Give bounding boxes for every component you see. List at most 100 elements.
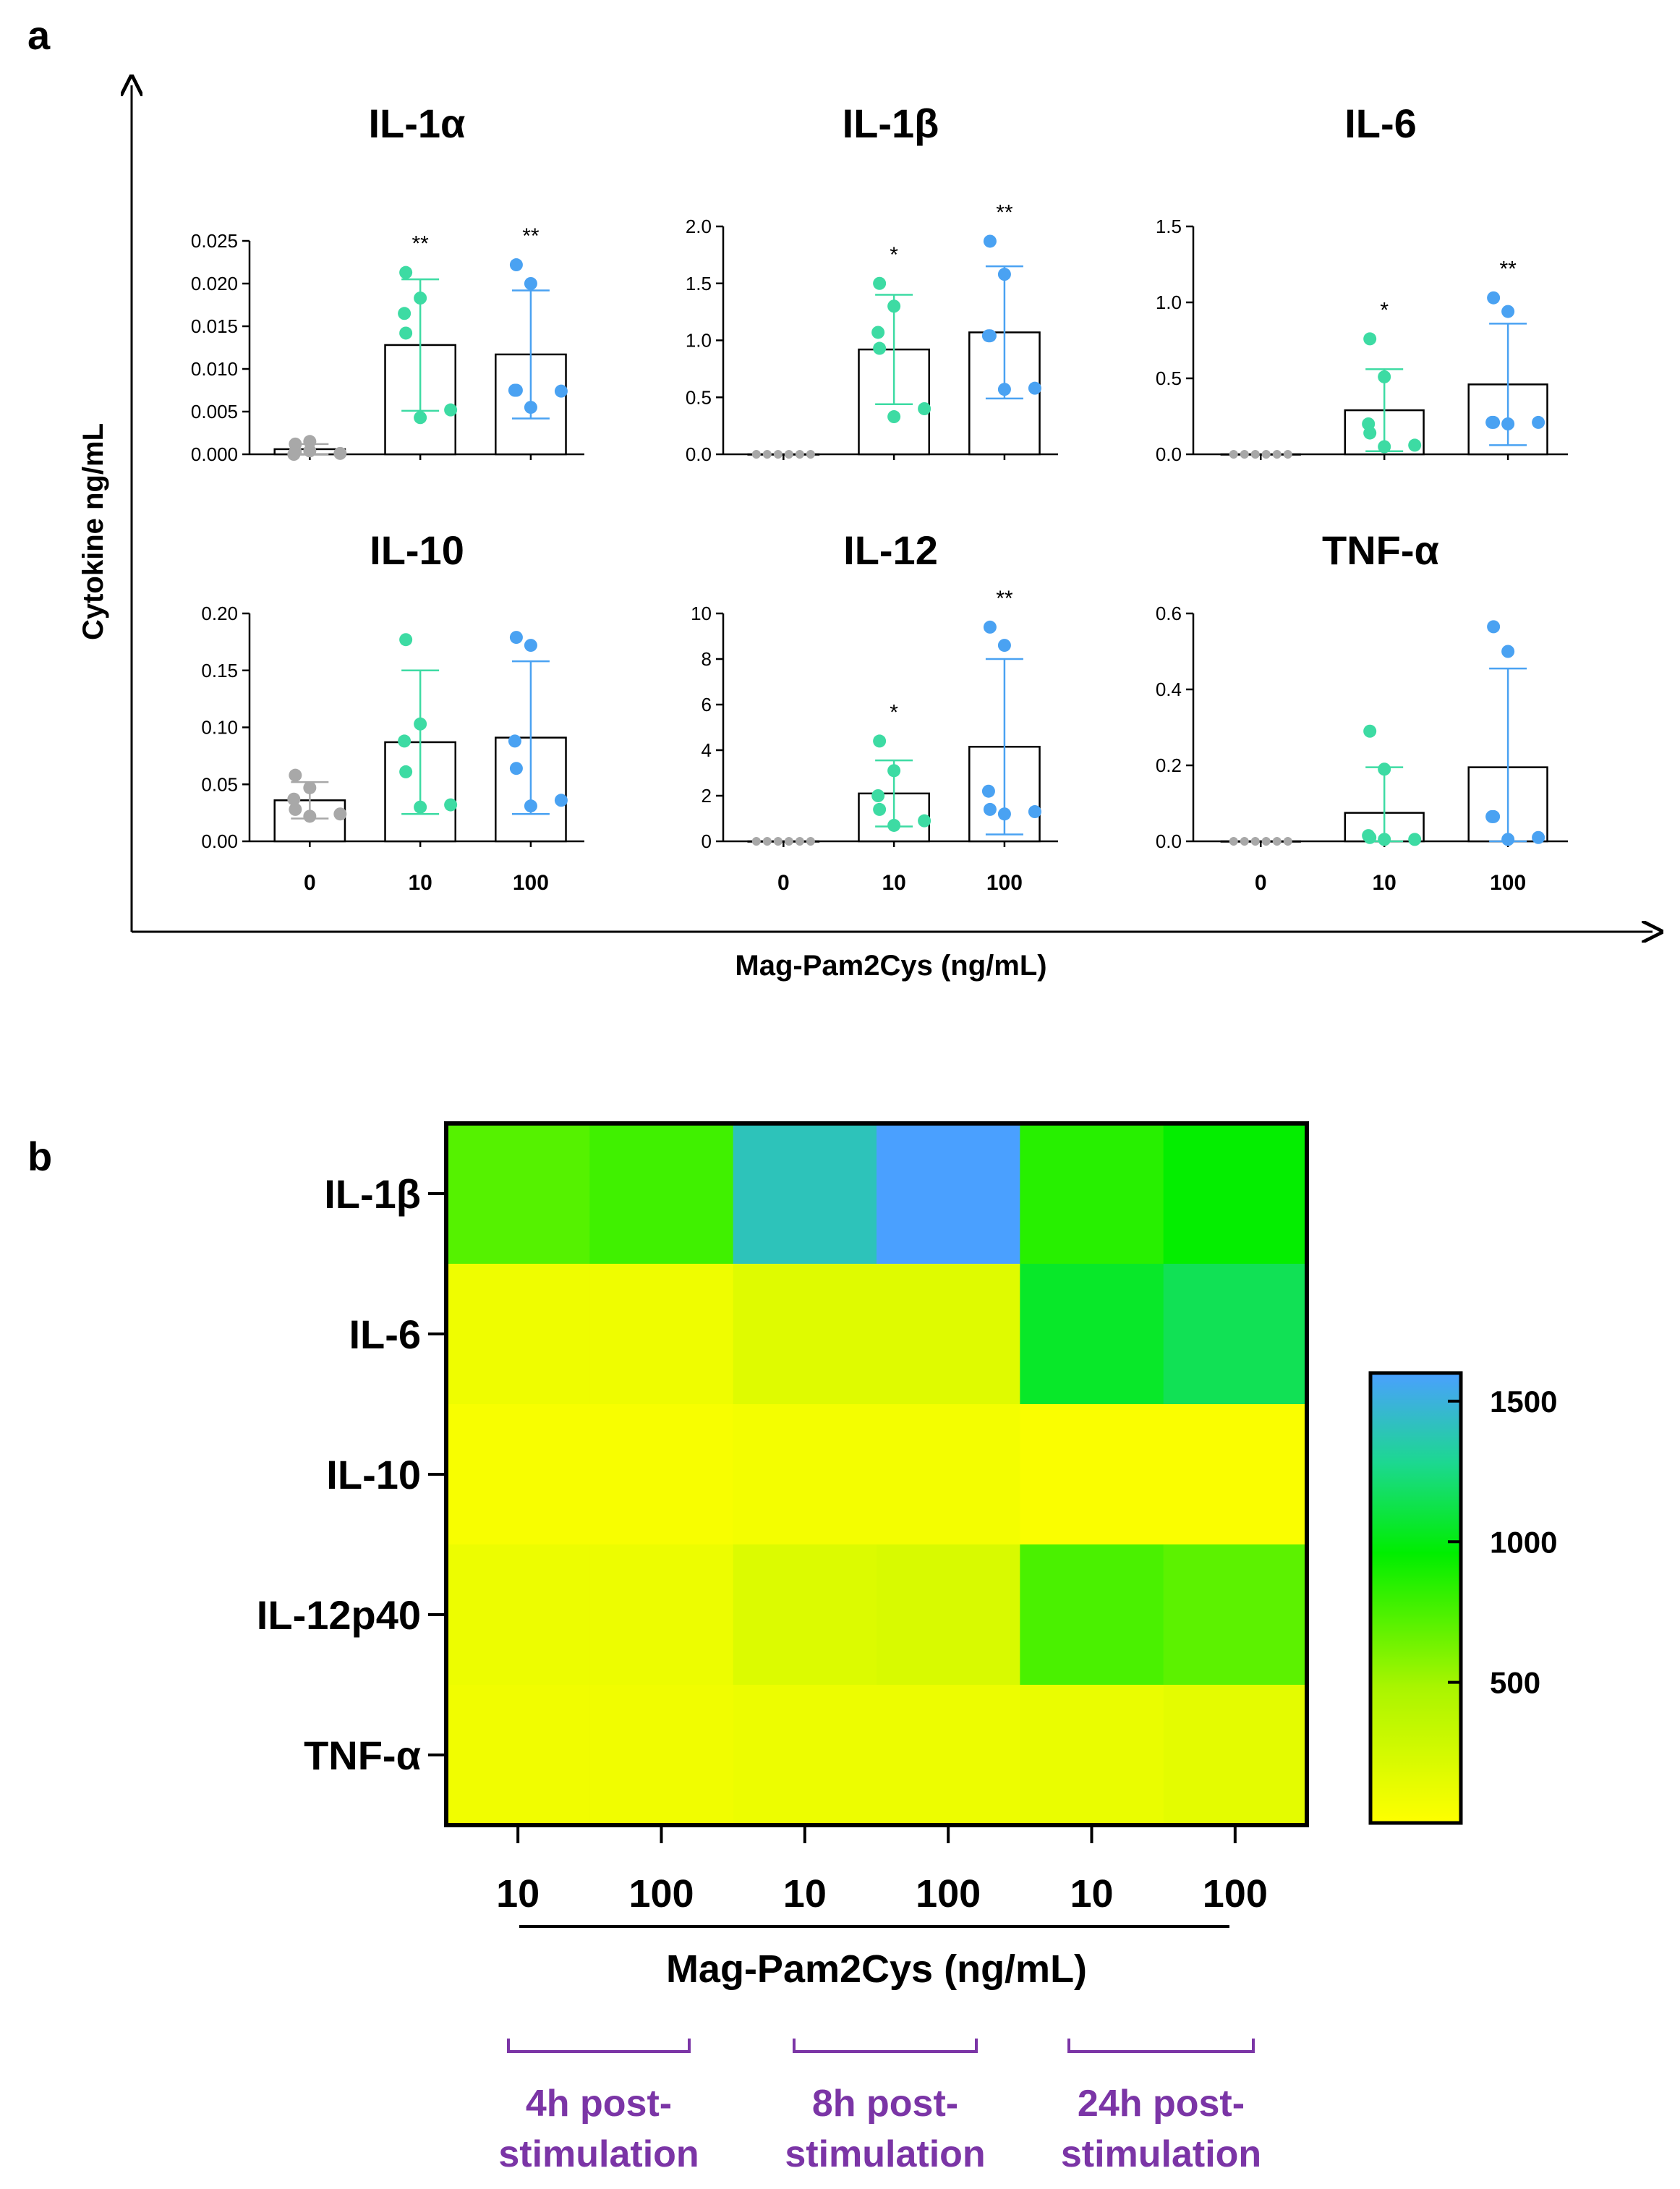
heatmap-col-label: 10: [783, 1872, 827, 1916]
y-tick-label: 0.20: [201, 603, 238, 624]
significance-marker: **: [996, 587, 1013, 611]
data-point: [509, 762, 523, 775]
subplot-title: IL-1β: [843, 101, 939, 146]
bar-0: [1220, 453, 1301, 456]
x-tick-label: 10: [882, 871, 905, 895]
x-tick-label: 10: [408, 871, 432, 895]
subplot-1: IL-1β0.00.51.01.52.0***: [686, 101, 1058, 465]
subplot-title: IL-1α: [369, 101, 466, 146]
heatmap: IL-1β IL-6 IL-10 IL-12p40 TNF-α 10 100 10 100 10 1…: [257, 1121, 1309, 1916]
data-point: [784, 450, 793, 459]
data-point: [1501, 833, 1515, 846]
data-point: [1487, 415, 1501, 429]
y-tick-label: 0.020: [191, 273, 238, 294]
data-point: [1378, 762, 1391, 776]
time-group-0: 4h post-stimulation: [498, 2039, 699, 2175]
heatmap-row-label: IL-1β: [324, 1171, 421, 1217]
data-point: [997, 383, 1011, 396]
heatmap-cell: [1163, 1123, 1308, 1264]
significance-marker: **: [1499, 258, 1517, 281]
data-point: [289, 768, 302, 782]
y-tick-label: 0.000: [191, 443, 238, 465]
subplot-title: IL-6: [1344, 101, 1417, 146]
y-tick-label: 1.0: [1156, 292, 1182, 313]
data-point: [287, 448, 301, 461]
panel-b: b IL-1β IL-6 IL-10 IL-12p40 TNF-α 10 100 10 100 1…: [27, 1121, 1557, 2175]
heatmap-x-label: Mag-Pam2Cys (ng/mL): [666, 1947, 1087, 1991]
y-tick-label: 1.0: [686, 330, 712, 352]
data-point: [1532, 830, 1545, 844]
heatmap-cell: [446, 1404, 590, 1545]
data-point: [1261, 450, 1271, 459]
data-point: [1378, 440, 1391, 454]
y-tick-label: 0.025: [191, 230, 238, 252]
heatmap-cell: [733, 1685, 877, 1826]
data-point: [873, 734, 887, 748]
data-point: [303, 809, 317, 823]
time-group-bracket: [507, 2039, 691, 2053]
data-point: [784, 837, 793, 846]
y-tick-label: 0.6: [1156, 603, 1182, 624]
y-tick-label: 0: [702, 830, 712, 852]
data-point: [795, 450, 804, 459]
heatmap-cell: [589, 1544, 734, 1686]
heatmap-cell: [1020, 1264, 1164, 1405]
data-point: [1272, 450, 1282, 459]
heatmap-cell: [877, 1123, 1020, 1264]
heatmap-cell: [589, 1685, 734, 1826]
data-point: [1532, 415, 1545, 429]
heatmap-x-axis: Mag-Pam2Cys (ng/mL): [519, 1925, 1229, 1991]
data-point: [871, 789, 885, 802]
data-point: [508, 734, 521, 748]
data-point: [509, 631, 523, 645]
data-point: [1363, 724, 1377, 738]
x-tick-label: 10: [1372, 871, 1396, 895]
y-tick-label: 0.005: [191, 401, 238, 422]
heatmap-cell: [877, 1264, 1020, 1405]
x-tick-label: 100: [513, 871, 549, 895]
heatmap-cell: [1163, 1264, 1308, 1405]
data-point: [524, 799, 537, 813]
heatmap-cell: [1163, 1544, 1308, 1686]
heatmap-cell: [877, 1404, 1020, 1545]
heatmap-cell: [446, 1685, 590, 1826]
data-point: [887, 764, 901, 778]
heatmap-cell: [877, 1685, 1020, 1826]
data-point: [1501, 645, 1515, 658]
data-point: [983, 234, 997, 248]
heatmap-col-label: 100: [1203, 1872, 1268, 1916]
bar-0: [747, 453, 820, 456]
data-point: [399, 633, 413, 647]
y-tick-label: 8: [702, 648, 712, 670]
data-point: [918, 402, 931, 415]
data-point: [554, 794, 568, 807]
heatmap-cell: [589, 1404, 734, 1545]
panel-a-x-label: Mag-Pam2Cys (ng/mL): [735, 950, 1046, 982]
y-tick-label: 0.5: [686, 386, 712, 408]
data-point: [997, 807, 1011, 821]
colorbar-tick-label: 1500: [1490, 1385, 1557, 1419]
data-point: [981, 784, 995, 798]
data-point: [554, 384, 568, 398]
data-point: [1283, 450, 1292, 459]
data-point: [509, 258, 523, 272]
data-point: [303, 444, 317, 458]
subplot-5: TNF-α 0.0 0.2 0.4 0.6 0 10 100: [1156, 527, 1568, 895]
heatmap-cell: [1020, 1404, 1164, 1545]
data-point: [1378, 370, 1391, 383]
time-group-bracket: [793, 2039, 978, 2053]
data-point: [398, 307, 412, 320]
data-point: [524, 277, 537, 290]
data-point: [1501, 305, 1515, 318]
colorbar: 500 1000 1500: [1368, 1371, 1557, 1825]
data-point: [1261, 837, 1271, 846]
data-point: [399, 326, 413, 340]
data-point: [444, 798, 458, 812]
data-point: [887, 818, 901, 832]
significance-marker: *: [1380, 298, 1389, 322]
subplot-0: IL-1α 0.000 0.005 0.010 0.015 0.020 0.025 ** **: [191, 101, 584, 465]
colorbar-gradient: [1368, 1371, 1463, 1825]
y-tick-label: 2.0: [686, 216, 712, 237]
data-point: [751, 837, 761, 846]
data-point: [444, 403, 458, 417]
